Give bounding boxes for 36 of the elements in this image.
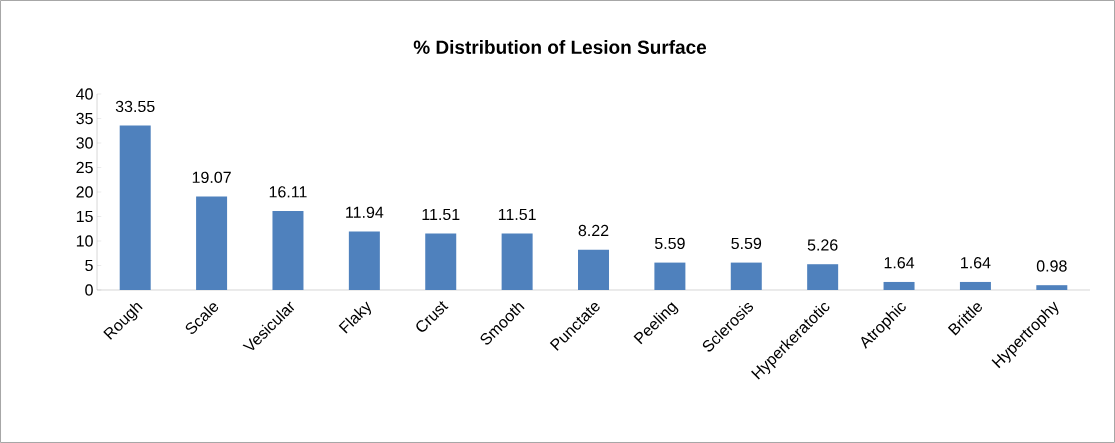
bar <box>959 281 991 290</box>
y-tick-label: 0 <box>85 284 93 296</box>
data-label: 5.26 <box>807 239 838 251</box>
bar <box>501 233 533 290</box>
y-tick-label: 40 <box>76 88 93 100</box>
chart-title: % Distribution of Lesion Surface <box>413 40 707 54</box>
bar <box>1036 285 1068 290</box>
y-tick-label: 20 <box>76 186 93 198</box>
data-label: 0.98 <box>1036 260 1067 272</box>
bar <box>807 264 839 290</box>
data-label: 33.55 <box>115 100 155 113</box>
y-tick-label: 35 <box>76 112 93 125</box>
bar <box>119 125 151 290</box>
y-tick-label: 30 <box>76 137 93 149</box>
bar <box>425 233 457 290</box>
bar <box>730 262 762 290</box>
data-label: 11.94 <box>346 206 384 218</box>
data-label: 19.07 <box>192 171 231 184</box>
y-tick-label: 5 <box>85 259 93 272</box>
data-label: 16.11 <box>269 186 307 198</box>
bar <box>196 196 228 290</box>
data-label: 11.51 <box>422 208 460 221</box>
data-label: 5.59 <box>731 237 762 250</box>
y-tick-label: 10 <box>76 235 93 247</box>
y-tick-label: 25 <box>76 161 93 174</box>
bar <box>348 231 380 290</box>
bar <box>578 249 610 290</box>
data-label: 1.64 <box>884 257 915 269</box>
bar <box>654 262 686 290</box>
bar <box>272 211 304 290</box>
data-label: 8.22 <box>578 224 609 237</box>
data-label: 1.64 <box>961 257 991 269</box>
data-label: 11.51 <box>498 208 536 221</box>
y-tick-label: 15 <box>76 210 93 223</box>
data-label: 5.59 <box>654 237 685 250</box>
bar <box>883 281 915 290</box>
